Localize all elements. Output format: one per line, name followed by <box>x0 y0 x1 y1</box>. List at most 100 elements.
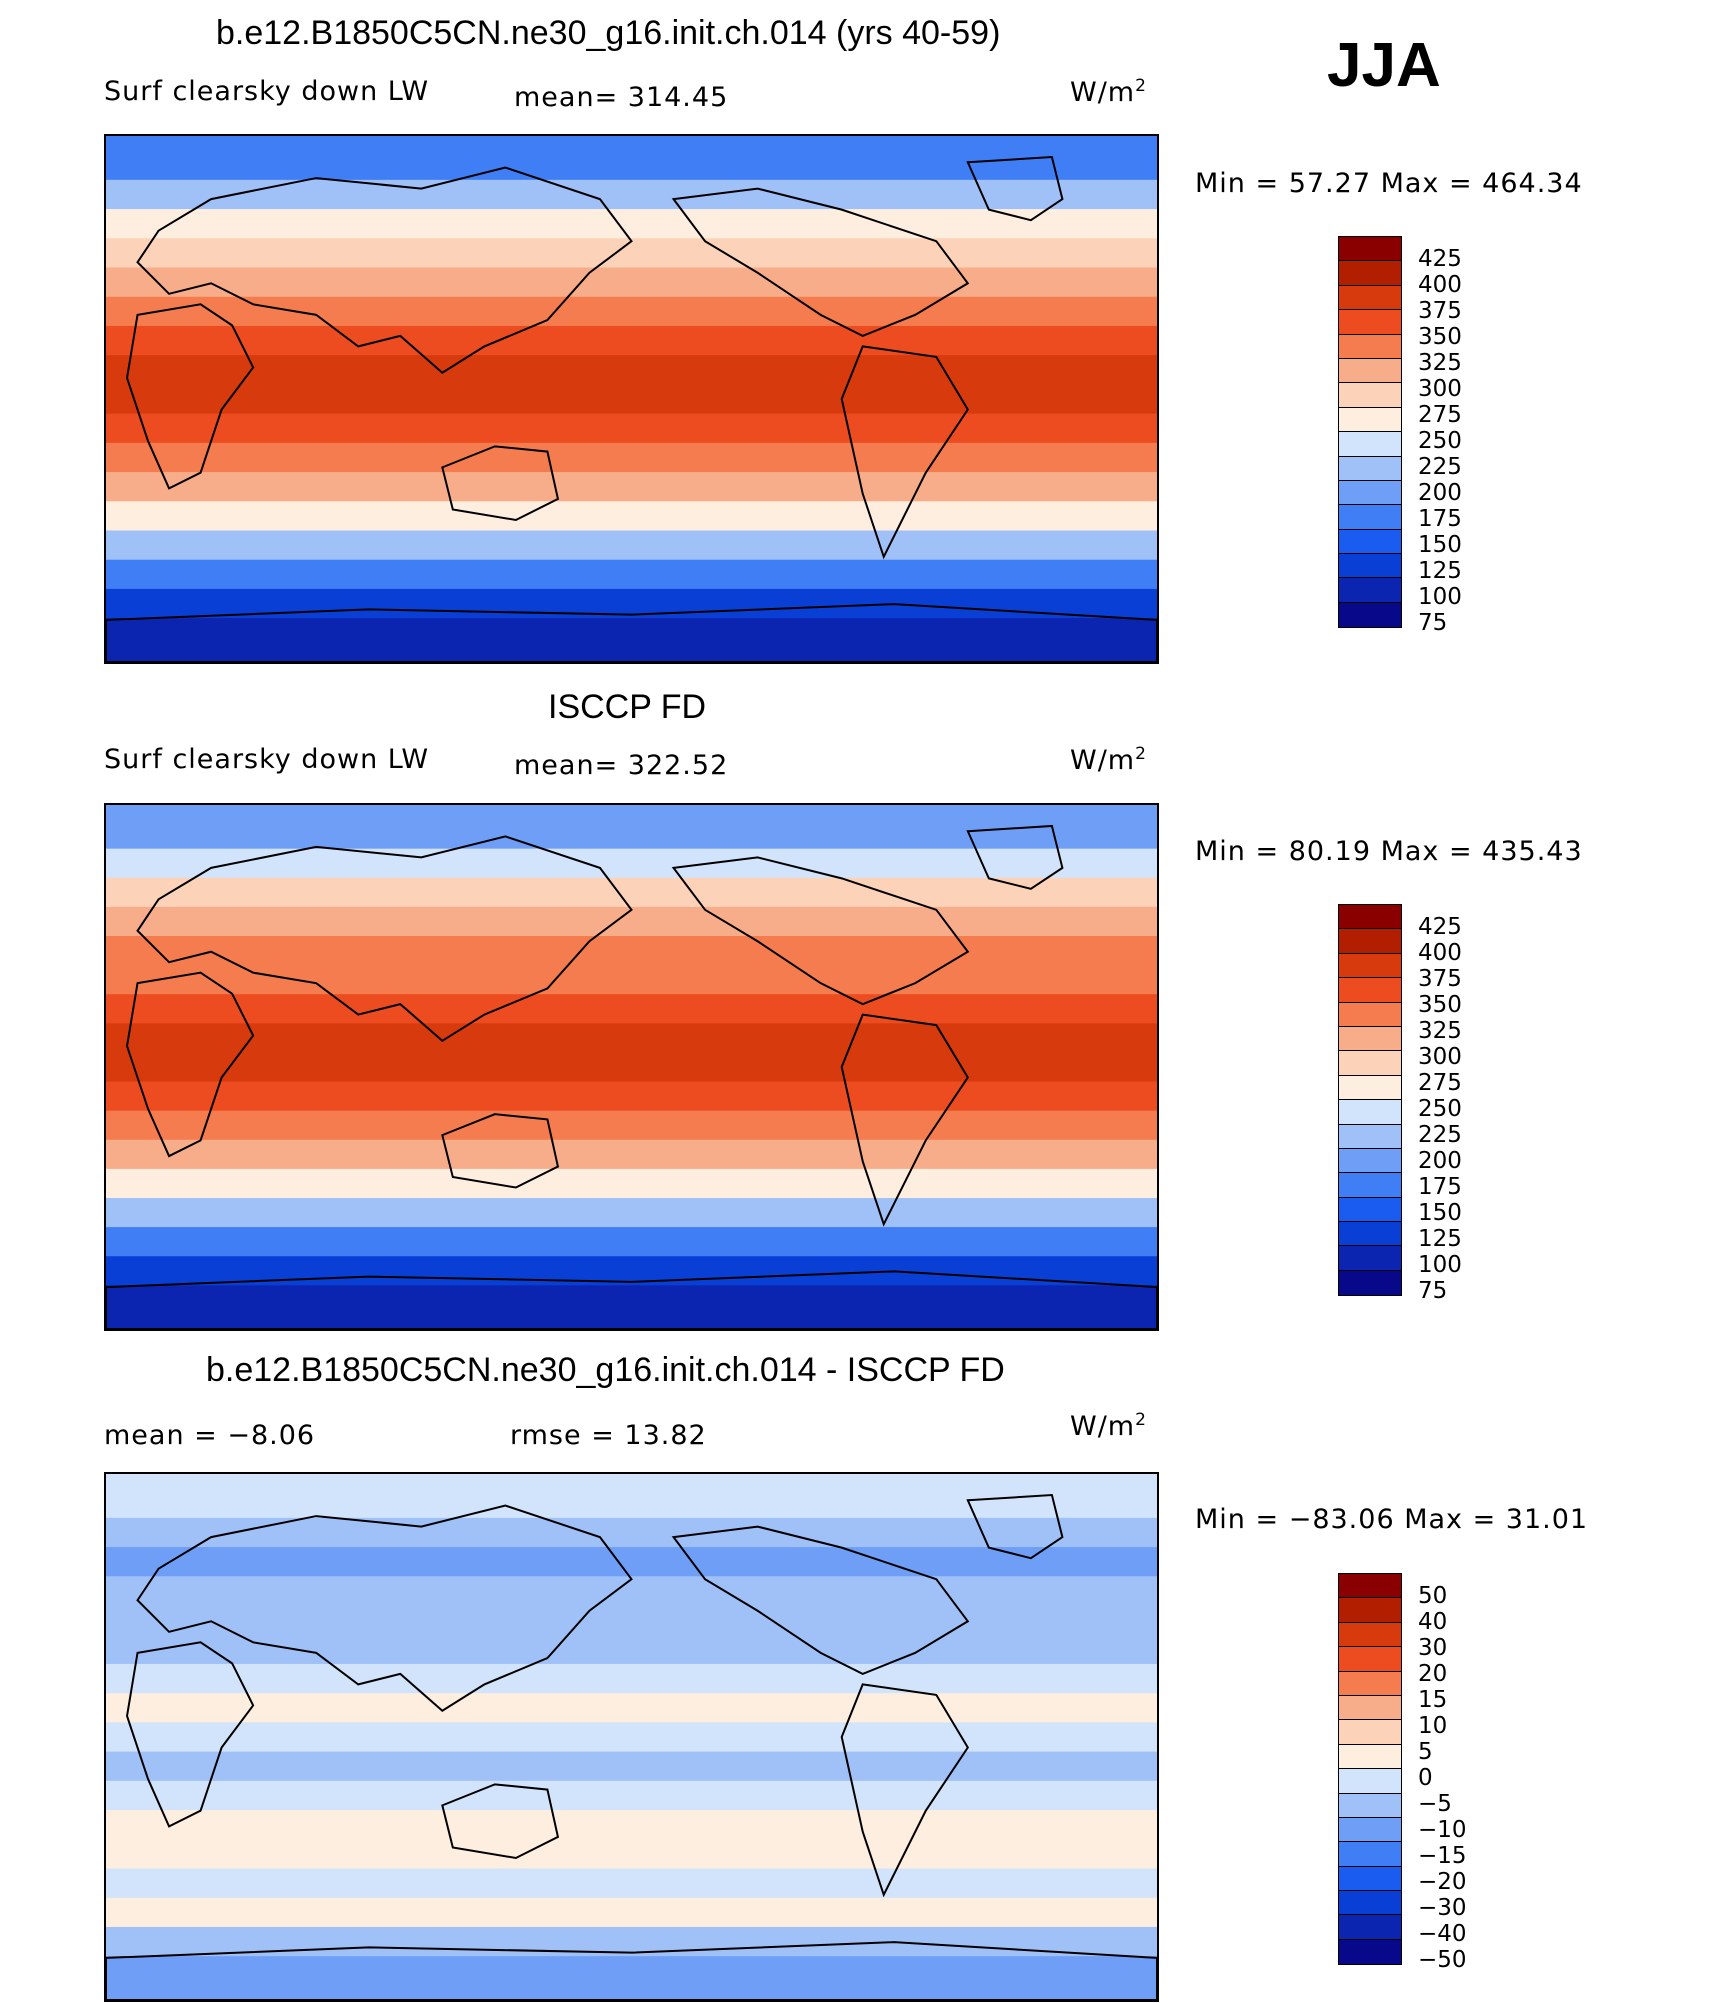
lat-band <box>106 136 1157 181</box>
colorbar-tick-label: 275 <box>1418 1070 1462 1096</box>
lat-band <box>106 179 1157 211</box>
panel2-map-svg <box>106 805 1157 1329</box>
lat-band <box>106 442 1157 474</box>
lat-band <box>106 1285 1157 1329</box>
coastline <box>671 1525 970 1675</box>
coastline <box>966 1493 1064 1560</box>
colorbar-tick-label: 425 <box>1418 914 1462 940</box>
panel2-colorbar <box>1338 904 1402 1297</box>
colorbar-tick-label: 15 <box>1418 1687 1448 1713</box>
coastline <box>106 603 1157 662</box>
colorbar-tick-label: 5 <box>1418 1739 1433 1765</box>
colorbar-swatch <box>1339 480 1401 506</box>
panel2-min-max: Min = 80.19 Max = 435.43 <box>1195 836 1583 867</box>
lat-band <box>106 267 1157 298</box>
colorbar-tick-label: 125 <box>1418 1226 1462 1252</box>
colorbar-swatch <box>1339 1817 1401 1843</box>
colorbar-swatch <box>1339 978 1401 1003</box>
colorbar-tick-label: 325 <box>1418 1018 1462 1044</box>
coastline <box>671 856 970 1006</box>
colorbar-swatch <box>1339 1744 1401 1770</box>
colorbar-swatch <box>1339 261 1401 286</box>
colorbar-tick-label: 175 <box>1418 1174 1462 1200</box>
colorbar-swatch <box>1339 1574 1401 1599</box>
colorbar-tick-label: −20 <box>1418 1869 1467 1895</box>
colorbar-swatch <box>1339 1622 1401 1648</box>
colorbar-swatch <box>1339 310 1401 335</box>
colorbar-swatch <box>1339 1246 1401 1271</box>
lat-band <box>106 1868 1157 1899</box>
colorbar-tick-label: 350 <box>1418 324 1462 350</box>
lat-band <box>106 994 1157 1025</box>
colorbar-swatch <box>1339 1002 1401 1027</box>
coastline <box>106 1270 1157 1329</box>
colorbar-swatch <box>1339 1939 1401 1965</box>
colorbar-tick-label: 350 <box>1418 992 1462 1018</box>
colorbar-tick-label: 100 <box>1418 1252 1462 1278</box>
colorbar-tick-label: 300 <box>1418 1044 1462 1070</box>
panel1-variable: Surf clearsky down LW <box>104 76 430 107</box>
lat-band <box>106 413 1157 444</box>
lat-band <box>106 1576 1157 1607</box>
panel1-mean: mean= 314.45 <box>514 82 729 113</box>
colorbar-swatch <box>1339 1915 1401 1940</box>
colorbar-swatch <box>1339 1051 1401 1076</box>
colorbar-swatch <box>1339 1695 1401 1721</box>
coastline <box>966 824 1064 890</box>
colorbar-swatch <box>1339 905 1401 930</box>
lat-band <box>106 1081 1157 1112</box>
colorbar-tick-label: 150 <box>1418 532 1462 558</box>
panel1-map <box>104 134 1159 664</box>
lat-band <box>106 1139 1157 1170</box>
lat-band <box>106 1897 1157 1928</box>
lat-band <box>106 877 1157 908</box>
lat-band <box>106 1168 1157 1199</box>
lat-band <box>106 1198 1157 1229</box>
lat-band <box>106 209 1157 240</box>
colorbar-swatch <box>1339 1793 1401 1818</box>
coastline <box>840 1013 970 1227</box>
panel3-min-max: Min = −83.06 Max = 31.01 <box>1195 1504 1589 1535</box>
lat-band <box>106 1605 1157 1636</box>
coastline <box>671 187 970 337</box>
colorbar-tick-label: 250 <box>1418 1096 1462 1122</box>
lat-band <box>106 559 1157 590</box>
panel1-units: W/m2 <box>1070 76 1147 108</box>
lat-band <box>106 618 1157 662</box>
lat-band <box>106 1663 1157 1695</box>
panel3-map <box>104 1472 1159 2002</box>
season-label: JJA <box>1327 31 1441 100</box>
colorbar-swatch <box>1339 1075 1401 1101</box>
colorbar-tick-label: 375 <box>1418 966 1462 992</box>
lat-band <box>106 906 1157 937</box>
lat-band <box>106 296 1157 327</box>
lat-band <box>106 1810 1157 1841</box>
lat-band <box>106 1547 1157 1578</box>
colorbar-tick-label: 425 <box>1418 246 1462 272</box>
colorbar-tick-label: −10 <box>1418 1817 1467 1843</box>
colorbar-tick-label: 0 <box>1418 1765 1433 1791</box>
coastline <box>441 1113 560 1189</box>
colorbar-swatch <box>1339 1598 1401 1623</box>
colorbar-swatch <box>1339 237 1401 262</box>
colorbar-tick-label: 225 <box>1418 1122 1462 1148</box>
coastline <box>441 1783 560 1860</box>
colorbar-swatch <box>1339 1671 1401 1696</box>
coastline <box>840 345 970 560</box>
colorbar-tick-label: 10 <box>1418 1713 1448 1739</box>
panel2-units: W/m2 <box>1070 744 1147 776</box>
colorbar-tick-label: 300 <box>1418 376 1462 402</box>
colorbar-tick-label: 75 <box>1418 610 1448 636</box>
lat-band <box>106 1634 1157 1665</box>
lat-band <box>106 325 1157 357</box>
lat-band <box>106 355 1157 386</box>
lat-band <box>106 936 1157 967</box>
lat-band <box>106 384 1157 415</box>
colorbar-tick-label: 30 <box>1418 1635 1448 1661</box>
colorbar-swatch <box>1339 505 1401 530</box>
coastline <box>966 155 1064 222</box>
colorbar-tick-label: −5 <box>1418 1791 1452 1817</box>
lat-band <box>106 1839 1157 1870</box>
colorbar-tick-label: 125 <box>1418 558 1462 584</box>
colorbar-tick-label: 175 <box>1418 506 1462 532</box>
